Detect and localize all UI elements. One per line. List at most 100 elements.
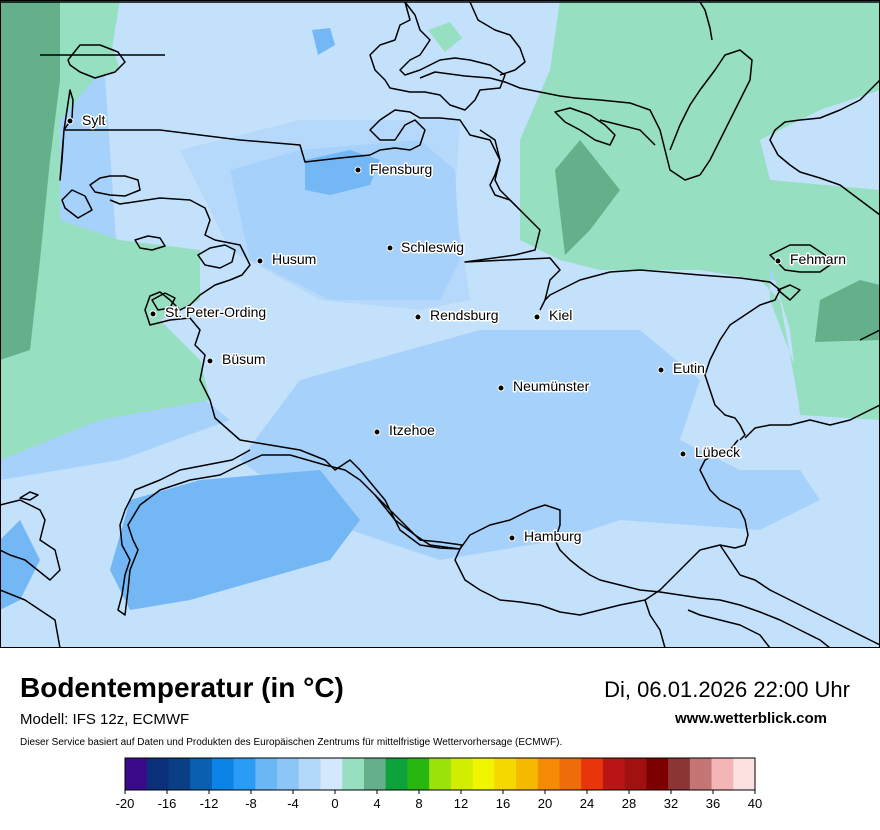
temperature-zone-dark-green-east	[555, 140, 620, 255]
legend-tick-label: 32	[664, 796, 678, 811]
temperature-zone-light-green-small	[428, 22, 462, 52]
city-dot	[414, 313, 422, 321]
temperature-zone-medium-blue-north	[312, 28, 335, 55]
city-flensburg[interactable]: Flensburg	[354, 160, 434, 179]
city-label-st-peter-ording: St. Peter-Ording	[165, 304, 266, 320]
legend-swatch	[602, 758, 626, 790]
legend-tick-label: 40	[748, 796, 762, 811]
city-eutin[interactable]: Eutin	[657, 359, 706, 378]
legend-tick-label: -4	[287, 796, 299, 811]
city-fehmarn[interactable]: Fehmarn	[774, 250, 848, 269]
legend-swatch	[190, 758, 213, 790]
data-source-note: Dieser Service basiert auf Daten und Pro…	[20, 737, 563, 748]
city-label-hamburg: Hamburg	[524, 528, 582, 544]
legend-swatch	[733, 758, 756, 790]
city-dot	[497, 384, 505, 392]
legend-swatch	[668, 758, 691, 790]
website-link[interactable]: www.wetterblick.com	[675, 710, 827, 727]
map-area: Sylt Flensburg Schleswig Husum Fehmarn S…	[0, 0, 880, 648]
legend-tick-label: 20	[538, 796, 552, 811]
city-st-peter-ording[interactable]: St. Peter-Ording	[149, 303, 268, 322]
legend-tick-label: 8	[415, 796, 422, 811]
legend-tick-label: 16	[496, 796, 510, 811]
temperature-zone-light-blue-north	[230, 140, 460, 300]
legend-tick-label: 28	[622, 796, 636, 811]
coastlines	[0, 1, 880, 648]
legend-tick-label: -20	[116, 796, 135, 811]
city-husum[interactable]: Husum	[256, 250, 318, 269]
temperature-zone-light-green-se	[70, 40, 120, 78]
legend-tick-label: -12	[200, 796, 219, 811]
city-dot	[256, 257, 264, 265]
legend-swatch	[168, 758, 191, 790]
legend-swatch	[363, 758, 387, 790]
city-schleswig[interactable]: Schleswig	[386, 238, 466, 257]
city-label-fehmarn: Fehmarn	[790, 251, 846, 267]
city-label-neumuenster: Neumünster	[513, 378, 590, 394]
legend-swatch	[342, 758, 365, 790]
city-dot	[206, 357, 214, 365]
temperature-zone-light-blue	[240, 330, 820, 560]
city-dot	[354, 166, 362, 174]
legend-swatch	[320, 758, 343, 790]
city-dot	[533, 313, 541, 321]
city-rendsburg[interactable]: Rendsburg	[414, 306, 500, 325]
legend-swatch	[233, 758, 256, 790]
temperature-zone-medium-blue-flensburg	[305, 150, 380, 195]
city-dot	[508, 534, 516, 542]
city-label-flensburg: Flensburg	[370, 161, 432, 177]
legend-tick-label: 12	[454, 796, 468, 811]
city-dot	[774, 257, 782, 265]
city-label-eutin: Eutin	[673, 360, 705, 376]
legend-tick-label: 24	[580, 796, 594, 811]
legend-swatch	[450, 758, 474, 790]
legend-swatch	[494, 758, 517, 790]
model-info: Modell: IFS 12z, ECMWF	[20, 711, 190, 728]
city-dot	[149, 310, 157, 318]
temperature-zone-pale-blue-north	[170, 0, 540, 280]
legend-scale: -20 -16 -12 -8 -4 0 4 8 12 16 20 24 28 32 36 40	[116, 757, 762, 811]
temperature-zone-dark-green-fehmarn	[815, 280, 880, 342]
legend-swatch	[255, 758, 278, 790]
city-buesum[interactable]: Büsum	[206, 350, 267, 369]
legend-swatch	[646, 758, 669, 790]
legend-swatch	[689, 758, 713, 790]
city-label-rendsburg: Rendsburg	[430, 307, 499, 323]
legend-tick-label: 36	[706, 796, 720, 811]
city-markers: Sylt Flensburg Schleswig Husum Fehmarn S…	[66, 111, 848, 546]
legend-swatch	[277, 758, 300, 790]
city-dot	[679, 450, 687, 458]
legend-swatch	[407, 758, 430, 790]
color-legend: -20 -16 -12 -8 -4 0 4 8 12 16 20 24 28 32 36 40	[0, 750, 880, 820]
city-luebeck[interactable]: Lübeck	[679, 443, 743, 462]
legend-swatch	[581, 758, 604, 790]
city-label-luebeck: Lübeck	[695, 444, 741, 460]
legend-frame	[124, 757, 756, 791]
city-label-schleswig: Schleswig	[401, 239, 464, 255]
legend-swatch	[211, 758, 235, 790]
city-hamburg[interactable]: Hamburg	[508, 527, 583, 546]
city-dot	[66, 117, 74, 125]
map-title: Bodentemperatur (in °C)	[20, 672, 344, 703]
city-neumuenster[interactable]: Neumünster	[497, 377, 591, 396]
temperature-zone-medium-blue-sw	[0, 520, 40, 610]
legend-swatch	[537, 758, 560, 790]
legend-swatch	[711, 758, 734, 790]
temperature-zone-dark-green-west	[0, 0, 60, 360]
city-dot	[373, 428, 381, 436]
legend-swatch	[385, 758, 408, 790]
legend-tick-label: -16	[158, 796, 177, 811]
legend-swatch	[472, 758, 495, 790]
city-kiel[interactable]: Kiel	[533, 306, 574, 325]
legend-swatch	[516, 758, 539, 790]
city-itzehoe[interactable]: Itzehoe	[373, 421, 437, 440]
city-dot	[657, 366, 665, 374]
city-sylt[interactable]: Sylt	[66, 111, 107, 130]
city-label-itzehoe: Itzehoe	[389, 422, 435, 438]
legend-swatch	[298, 758, 322, 790]
legend-tick-label: -8	[245, 796, 257, 811]
legend-tick-label: 0	[331, 796, 338, 811]
legend-swatch	[559, 758, 582, 790]
legend-swatch	[146, 758, 169, 790]
city-label-sylt: Sylt	[82, 112, 105, 128]
